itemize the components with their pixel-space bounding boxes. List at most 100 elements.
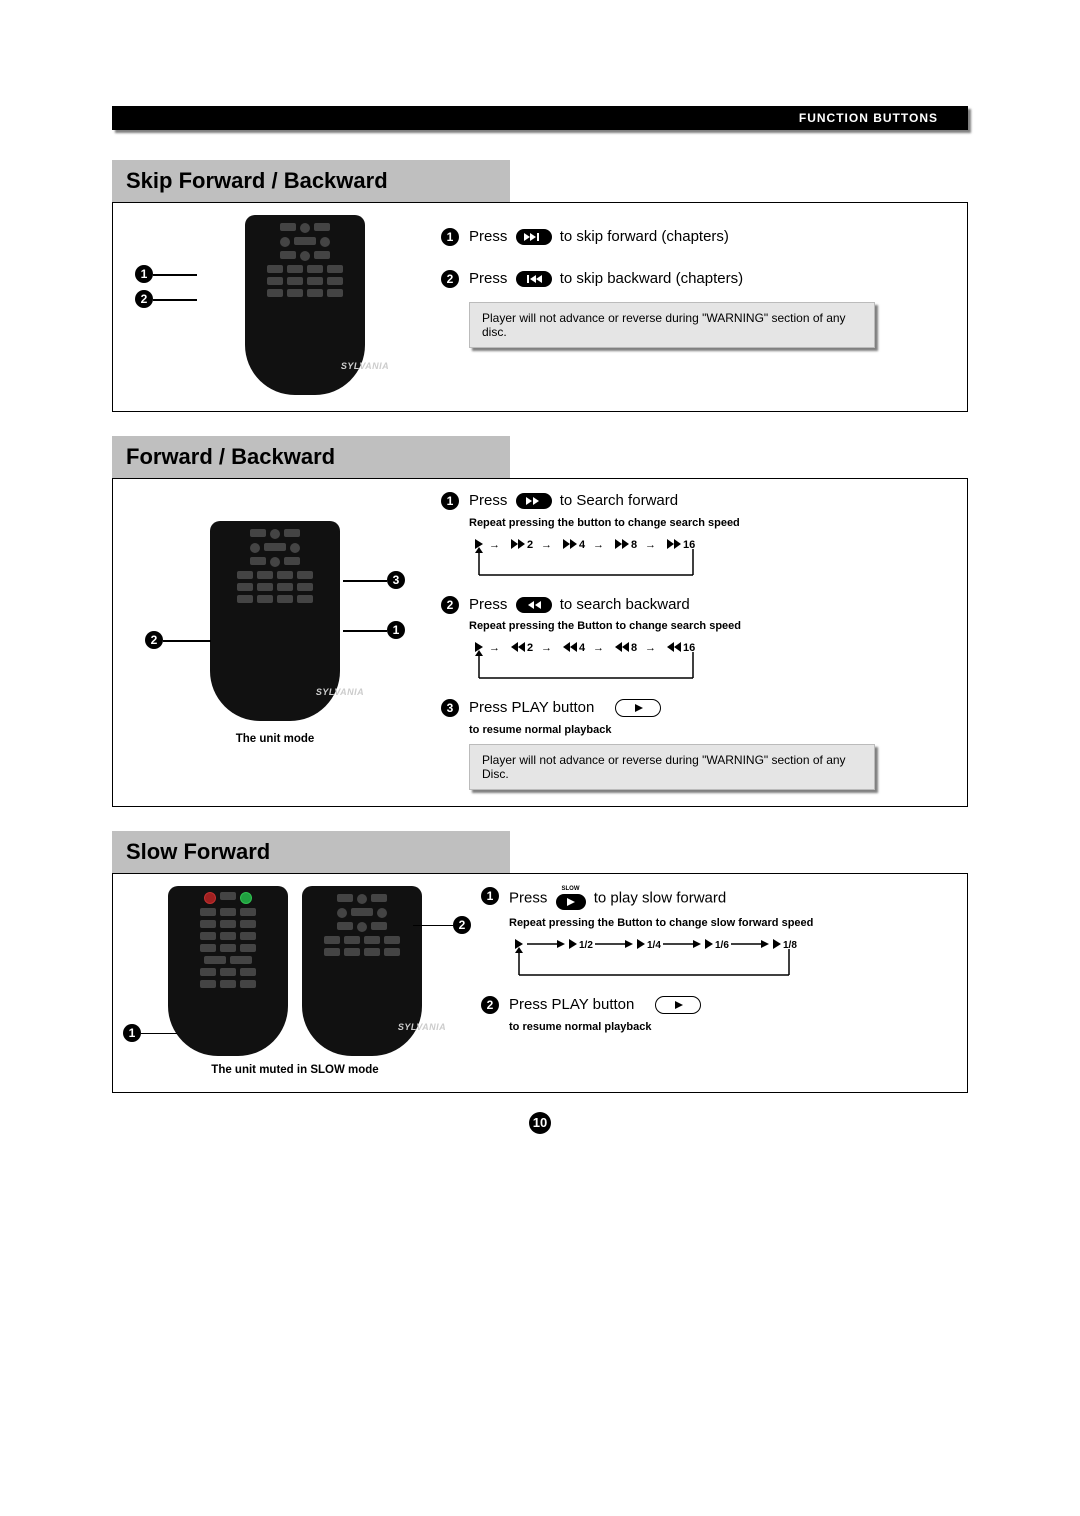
page-number-badge: 10 xyxy=(529,1112,551,1134)
skip-backward-icon xyxy=(516,271,552,287)
manual-page: FUNCTION BUTTONS Skip Forward / Backward… xyxy=(0,0,1080,1516)
press-label: Press xyxy=(469,596,507,613)
step-text: Press to Search forward xyxy=(469,491,678,511)
press-label: Press xyxy=(509,889,547,906)
step-text: Press to search backward xyxy=(469,595,690,615)
callout-line xyxy=(141,1033,177,1035)
section-title-fwd: Forward / Backward xyxy=(112,436,510,478)
step-1: 1 Press SLOW to play slow forward xyxy=(481,886,955,912)
step-badge: 2 xyxy=(441,596,459,614)
content-area: Skip Forward / Backward SYLVANIA 1 2 xyxy=(112,160,968,1134)
step-1: 1 Press to skip forward (chapters) xyxy=(441,227,955,247)
slow-forward-icon xyxy=(556,894,586,910)
callout-2: 2 xyxy=(453,916,471,934)
callout-line xyxy=(163,640,211,642)
press-label: Press xyxy=(469,492,507,509)
speed-diagram-slow: 1/2 1/4 1/6 1/8 xyxy=(509,935,955,981)
svg-text:→: → xyxy=(541,539,552,551)
speed-diagram-bwd: → 2 → 4 → 8 → 16 xyxy=(469,638,955,684)
step-badge: 1 xyxy=(481,887,499,905)
step-badge: 1 xyxy=(441,492,459,510)
step-2: 2 Press PLAY button xyxy=(481,995,955,1015)
section-box-fwd: SYLVANIA 3 1 2 The unit mode 1 Press xyxy=(112,478,968,807)
instructions-slow: 1 Press SLOW to play slow forward Repeat… xyxy=(481,886,955,1037)
callout-3: 3 xyxy=(387,571,405,589)
step-subnote: to resume normal playback xyxy=(469,724,955,736)
step-subnote: Repeat pressing the button to change sea… xyxy=(469,517,955,529)
callout-line xyxy=(343,630,387,632)
step-badge: 3 xyxy=(441,699,459,717)
svg-text:8: 8 xyxy=(631,539,637,551)
remote-diagram-fwd: SYLVANIA 3 1 2 The unit mode xyxy=(125,491,425,745)
svg-text:1/6: 1/6 xyxy=(715,940,729,951)
callout-1: 1 xyxy=(123,1024,141,1042)
callout-2: 2 xyxy=(135,290,153,308)
page-number: 10 xyxy=(112,1111,968,1134)
remote-control-detail xyxy=(168,886,288,1056)
svg-text:1/2: 1/2 xyxy=(579,940,593,951)
callout-1: 1 xyxy=(387,621,405,639)
play-icon xyxy=(615,699,661,717)
svg-text:→: → xyxy=(593,539,604,551)
svg-text:1/4: 1/4 xyxy=(647,940,661,951)
remote-control: SYLVANIA xyxy=(245,215,365,395)
step-badge: 2 xyxy=(481,996,499,1014)
svg-text:→: → xyxy=(489,642,500,654)
remote-diagram-slow: SYLVANIA 1 2 The unit muted in SLOW mode xyxy=(125,886,465,1076)
svg-text:1/8: 1/8 xyxy=(783,940,797,951)
svg-text:→: → xyxy=(541,642,552,654)
section-title-slow: Slow Forward xyxy=(112,831,510,873)
fast-forward-icon xyxy=(516,493,552,509)
header-bar: FUNCTION BUTTONS xyxy=(112,106,968,130)
step-desc: to skip forward (chapters) xyxy=(560,228,729,245)
callout-line xyxy=(153,299,197,301)
step-desc: to search backward xyxy=(560,596,690,613)
svg-text:→: → xyxy=(489,539,500,551)
fast-backward-icon xyxy=(516,597,552,613)
step-badge: 2 xyxy=(441,270,459,288)
warning-note: Player will not advance or reverse durin… xyxy=(469,302,875,348)
step-desc: Press PLAY button xyxy=(509,996,634,1013)
svg-text:→: → xyxy=(645,642,656,654)
svg-text:2: 2 xyxy=(527,642,533,654)
remote-control: SYLVANIA xyxy=(210,521,340,721)
remote-caption: The unit mode xyxy=(125,733,425,745)
step-2: 2 Press to skip backward (chapters) xyxy=(441,269,955,289)
step-text: Press PLAY button xyxy=(509,995,705,1015)
remote-caption: The unit muted in SLOW mode xyxy=(125,1064,465,1076)
step-subnote: to resume normal playback xyxy=(509,1021,955,1033)
header-label: FUNCTION BUTTONS xyxy=(799,111,938,125)
svg-text:4: 4 xyxy=(579,642,586,654)
callout-line xyxy=(343,580,387,582)
section-box-skip: SYLVANIA 1 2 1 Press to skip forward (ch… xyxy=(112,202,968,412)
callout-2: 2 xyxy=(145,631,163,649)
speed-diagram-fwd: → 2 → 4 → 8 → 16 xyxy=(469,535,955,581)
step-desc: Press PLAY button xyxy=(469,699,594,716)
step-desc: to Search forward xyxy=(560,492,678,509)
callout-line xyxy=(153,274,197,276)
step-subnote: Repeat pressing the Button to change sea… xyxy=(469,620,955,632)
svg-text:4: 4 xyxy=(579,539,586,551)
remote-brand: SYLVANIA xyxy=(275,687,405,697)
section-title-skip: Skip Forward / Backward xyxy=(112,160,510,202)
remote-control: SYLVANIA xyxy=(302,886,422,1056)
step-badge: 1 xyxy=(441,228,459,246)
step-2: 2 Press to search backward xyxy=(441,595,955,615)
remote-brand: SYLVANIA xyxy=(305,361,425,371)
slow-label: SLOW xyxy=(552,886,590,892)
instructions-fwd: 1 Press to Search forward Repeat pressin… xyxy=(441,491,955,790)
instructions-skip: 1 Press to skip forward (chapters) 2 Pre… xyxy=(441,215,955,348)
remote-diagram-skip: SYLVANIA 1 2 xyxy=(125,215,425,395)
step-subnote: Repeat pressing the Button to change slo… xyxy=(509,917,955,929)
press-label: Press xyxy=(469,228,507,245)
step-desc: to skip backward (chapters) xyxy=(560,270,743,287)
remote-brand: SYLVANIA xyxy=(362,1022,482,1032)
step-3: 3 Press PLAY button xyxy=(441,698,955,718)
step-1: 1 Press to Search forward xyxy=(441,491,955,511)
step-text: Press to skip backward (chapters) xyxy=(469,269,743,289)
callout-line xyxy=(413,925,453,927)
play-icon xyxy=(655,996,701,1014)
skip-forward-icon xyxy=(516,229,552,245)
warning-note: Player will not advance or reverse durin… xyxy=(469,744,875,790)
step-desc: to play slow forward xyxy=(594,889,727,906)
